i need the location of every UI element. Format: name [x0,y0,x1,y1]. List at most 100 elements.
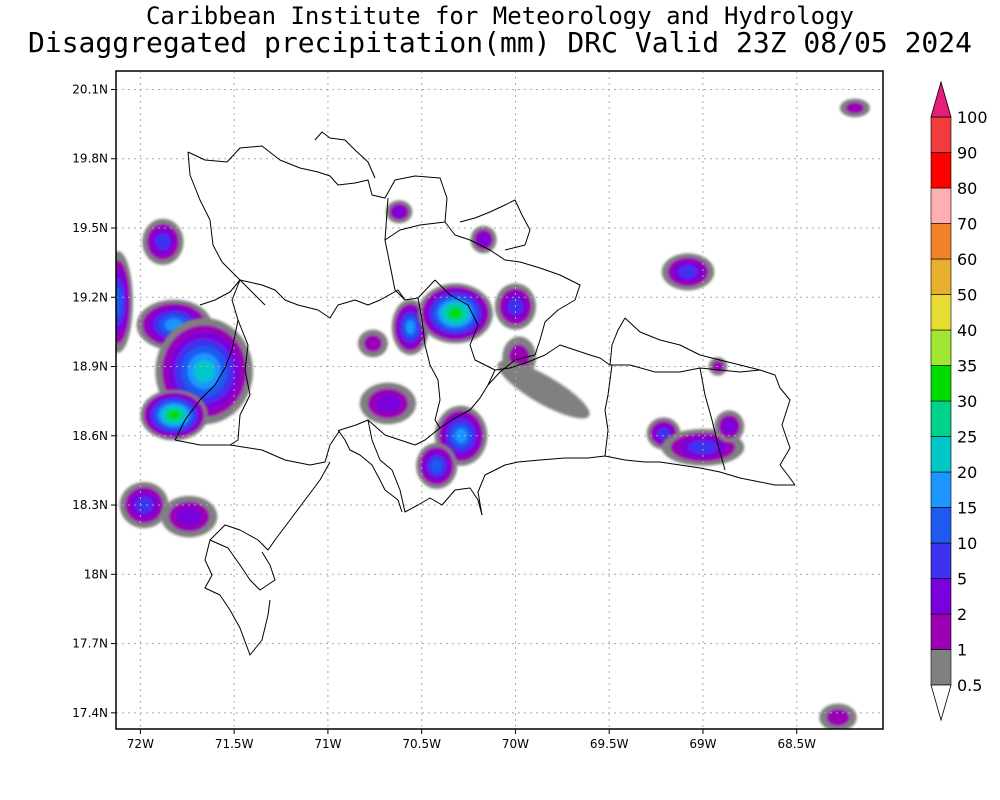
colorbar-label: 60 [957,250,977,269]
longitude-labels: 72W 71.5W 71W 70.5W 70W 69.5W 69W 68.5W [127,737,816,751]
boundary-samana [444,221,581,356]
boundary-monte-plata [487,354,536,386]
latitude-labels: 20.1N 19.8N 19.5N 19.2N 18.9N 18.6N 18.3N 18N 17… [72,82,108,719]
boundary-azua [337,429,403,513]
colorbar-band [930,649,952,686]
rain-cell [839,98,870,118]
rain-cell [142,218,184,265]
lon-tick-label: 68.5W [777,737,816,751]
colorbar-band [930,400,952,437]
colorbar-label: 100 [957,108,988,127]
colorbar-bottom-arrow [930,684,952,722]
rain-cell [819,703,857,729]
colorbar-label: 20 [957,463,977,482]
rain-contour [454,428,468,444]
boundary-east-inner [604,364,613,457]
colorbar-label: 30 [957,392,977,411]
lat-tick-label: 18.6N [72,429,108,443]
colorbar-label: 1 [957,641,967,660]
boundary-north-central [384,221,446,241]
boundary-west-inland [187,151,436,319]
colorbar-label: 70 [957,215,977,234]
boundary-hato-mayor [609,317,761,371]
colorbar-band [930,542,952,579]
boundary-southwest-inner [174,319,239,441]
rain-contour [363,334,383,352]
rain-contour [657,427,670,440]
lat-lon-grid [111,71,883,734]
colorbar-band [930,329,952,366]
colorbar-top-arrow [930,80,952,118]
colorbar-band [930,187,952,224]
colorbar-band [930,436,952,473]
rain-contour [405,320,415,334]
rain-contour [826,708,850,726]
colorbar-label: 25 [957,428,977,447]
colorbar-band [930,365,952,402]
rain-cell [386,200,413,224]
rain-contour [497,360,590,419]
lon-tick-label: 69.5W [590,737,629,751]
colorbar-label: 0.5 [957,676,982,695]
rain-cell [359,382,417,425]
lon-tick-label: 69W [689,737,716,751]
colorbar-band [930,223,952,260]
rain-contour [375,394,401,413]
rain-cell [714,410,745,443]
colorbar-band [930,152,952,189]
colorbar-label: 15 [957,499,977,518]
boundary-la-romana [699,367,726,471]
rain-contour [688,440,718,454]
lon-tick-label: 70W [502,737,529,751]
colorbar-label: 40 [957,321,977,340]
precipitation-field [116,98,870,729]
colorbar-band [930,471,952,508]
colorbar-label: 10 [957,534,977,553]
lat-tick-label: 19.5N [72,221,108,235]
lon-tick-label: 72W [127,737,154,751]
rain-cell [357,329,388,358]
boundary-pedernales [209,539,276,591]
rain-contour [678,265,698,279]
rain-cell [140,389,208,441]
rain-cell [417,283,493,344]
boundary-santiago [434,279,496,371]
rain-cell [497,360,590,419]
boundary-santo-domingo [477,455,795,516]
lon-tick-label: 70.5W [402,737,441,751]
boundary-haiti-border [229,279,251,446]
rain-contour [168,410,180,420]
boundary-peninsula-north [314,131,376,179]
rain-cell [661,253,715,291]
colorbar-band [930,258,952,295]
province-boundaries [174,131,796,656]
boundary-vega [417,297,441,429]
colorbar-label: 2 [957,605,967,624]
boundary-southwest [174,419,416,466]
rain-contour [430,459,443,473]
colorbar-band [930,507,952,544]
rain-contour [477,233,490,246]
rain-contour [193,359,215,383]
colorbar-label: 5 [957,570,967,589]
colorbar-band [930,578,952,615]
rain-contour [845,102,865,114]
colorbar-label: 80 [957,179,977,198]
colorbar-label: 50 [957,286,977,305]
lat-tick-label: 19.2N [72,290,108,304]
map-title-line1: Caribbean Institute for Meteorology and … [145,2,854,30]
colorbar-label: 90 [957,144,977,163]
lat-tick-label: 18.9N [72,360,108,374]
rain-contour [116,287,123,317]
rain-cell [416,442,458,489]
rain-contour [176,507,202,526]
colorbar-label: 35 [957,357,977,376]
lat-tick-label: 17.7N [72,637,108,651]
map-frame [115,70,884,730]
boundary-samana-peninsula [459,199,531,251]
boundary-central [367,419,483,516]
boundary-west-haiti [199,279,266,306]
boundary-northwest [187,145,448,223]
